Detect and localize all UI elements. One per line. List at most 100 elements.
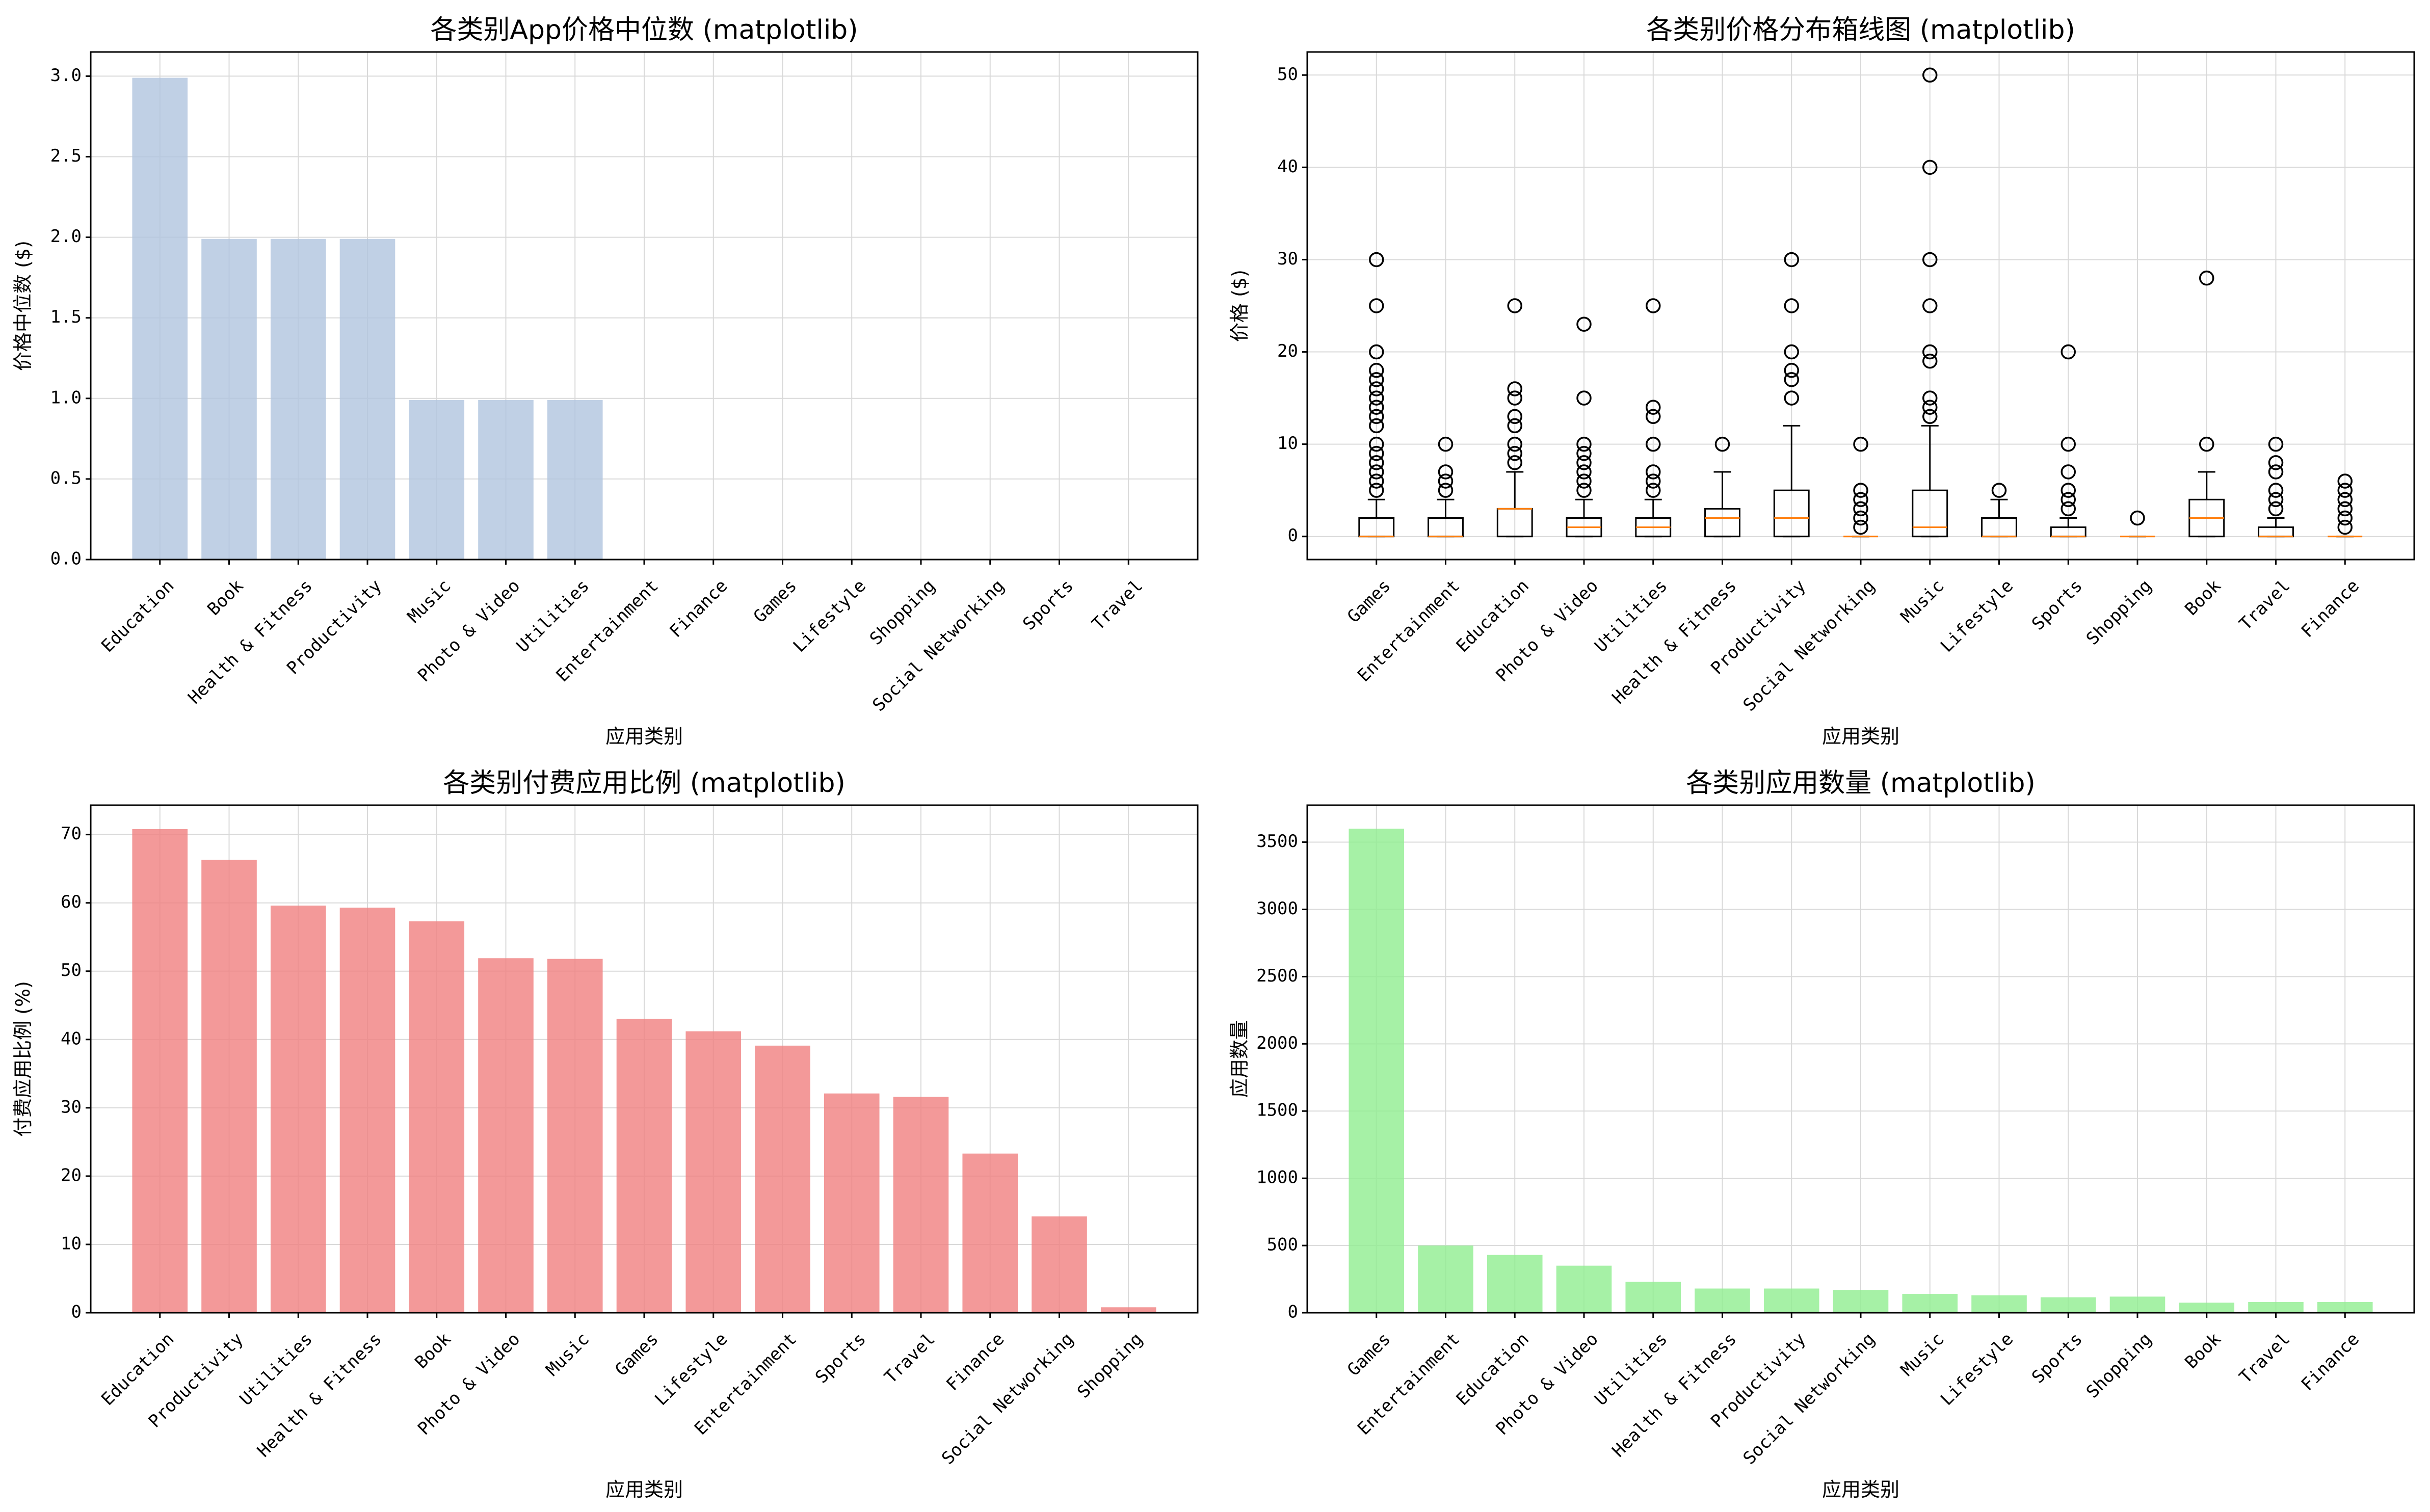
y-tick-label: 3500 (1256, 831, 1298, 852)
bar-education (132, 77, 188, 560)
bar-entertainment (755, 1045, 810, 1313)
box-flier (1853, 501, 1868, 517)
boxplot-social-networking (1843, 436, 1878, 538)
box-flier (2337, 483, 2353, 498)
x-axis-label: 应用类别 (605, 725, 683, 748)
box-flier (2268, 464, 2284, 480)
box-flier (2061, 344, 2076, 360)
box-flier (1507, 381, 1522, 396)
box-flier (1922, 344, 1938, 360)
box-flier (1507, 409, 1522, 425)
bar-sports (2040, 1297, 2096, 1313)
y-tick-label: 70 (61, 824, 82, 844)
box-flier (1853, 492, 1868, 508)
x-axis-label: 应用类别 (1822, 1478, 1899, 1501)
y-tick-label: 10 (1277, 433, 1298, 454)
y-axis-label: 价格 ($) (1228, 270, 1251, 342)
box-flier (1646, 464, 1661, 480)
bar-finance (962, 1153, 1018, 1313)
box-flier (1438, 483, 1454, 498)
box-flier (2061, 464, 2076, 480)
boxplot-shopping (2120, 510, 2155, 538)
boxplot-sports (2050, 344, 2086, 538)
boxplot-finance (2328, 473, 2363, 538)
box-flier (1922, 252, 1938, 268)
box-flier (2337, 473, 2353, 489)
box-flier (1714, 436, 1730, 452)
box-flier (1853, 436, 1868, 452)
box-flier (1922, 390, 1938, 406)
y-tick-label: 1.5 (50, 307, 82, 327)
box-flier (1576, 464, 1592, 480)
box-flier (1646, 298, 1661, 313)
box-flier (2268, 483, 2284, 498)
box-flier (2061, 492, 2076, 508)
y-axis-label: 应用数量 (1228, 1020, 1251, 1098)
box-flier (1507, 455, 1522, 470)
chart-title: 各类别App价格中位数 (matplotlib) (430, 15, 858, 45)
x-axis-label: 应用类别 (1822, 725, 1899, 748)
bar-utilities (1625, 1282, 1681, 1313)
box-flier (1853, 519, 1868, 535)
box-flier (2337, 510, 2353, 526)
bar-photo-video (478, 400, 534, 560)
y-tick-label: 30 (61, 1097, 82, 1117)
box-flier (1369, 252, 1384, 268)
box-flier (1576, 316, 1592, 332)
bar-health-fitness (270, 238, 326, 560)
boxplot-productivity (1773, 252, 1810, 538)
box-flier (1646, 473, 1661, 489)
box-flier (1369, 372, 1384, 387)
box-flier (1369, 445, 1384, 461)
box-flier (1922, 409, 1938, 425)
box-flier (1369, 473, 1384, 489)
box-flier (1369, 381, 1384, 396)
box-flier (2268, 455, 2284, 470)
bar-games (616, 1019, 672, 1313)
box-flier (1507, 418, 1522, 434)
box-flier (2268, 436, 2284, 452)
y-tick-label: 0 (1288, 525, 1298, 546)
box-flier (1369, 344, 1384, 360)
box-flier (1576, 473, 1592, 489)
y-tick-label: 2.0 (50, 226, 82, 247)
box-body (1704, 508, 1740, 538)
y-tick-label: 40 (1277, 156, 1298, 177)
y-axis-label: 价格中位数 ($) (12, 241, 34, 371)
box-flier (1576, 483, 1592, 498)
y-tick-label: 2500 (1256, 966, 1298, 986)
box-flier (1369, 298, 1384, 313)
boxplot-utilities (1635, 298, 1672, 538)
bar-lifestyle (1971, 1295, 2027, 1313)
y-tick-label: 30 (1277, 249, 1298, 269)
box-flier (2337, 501, 2353, 517)
y-tick-label: 3000 (1256, 898, 1298, 919)
bar-lifestyle (685, 1031, 742, 1313)
boxplot-photo-video (1566, 316, 1602, 538)
box-flier (1991, 483, 2007, 498)
y-tick-label: 1500 (1256, 1100, 1298, 1121)
box-flier (1369, 436, 1384, 452)
y-tick-label: 3.0 (50, 65, 82, 86)
bar-photo-video (478, 958, 534, 1313)
y-axis-label: 付费应用比例 (%) (12, 981, 34, 1137)
box-flier (1576, 436, 1592, 452)
box-flier (1369, 464, 1384, 480)
bar-productivity (339, 238, 395, 560)
boxplot-education (1496, 298, 1533, 538)
y-tick-label: 2.5 (50, 146, 82, 166)
box-flier (1576, 390, 1592, 406)
box-flier (1507, 298, 1522, 313)
bar-entertainment (1418, 1245, 1473, 1313)
bar-social-networking (1833, 1290, 1889, 1313)
y-tick-label: 1.0 (50, 387, 82, 408)
box-flier (1438, 464, 1454, 480)
y-tick-label: 50 (61, 960, 82, 980)
bar-shopping (2109, 1296, 2165, 1313)
box-body (1912, 489, 1948, 538)
box-flier (1853, 483, 1868, 498)
box-flier (1369, 400, 1384, 415)
bar-travel (893, 1097, 949, 1313)
y-tick-label: 60 (61, 892, 82, 912)
